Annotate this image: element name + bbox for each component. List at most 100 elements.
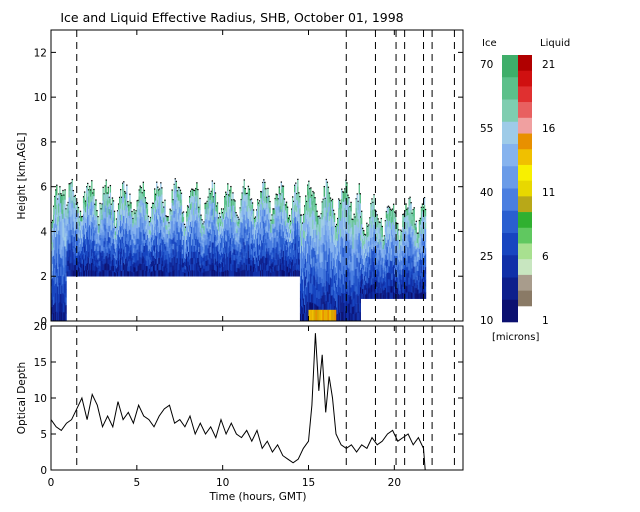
ice-radius-cell <box>201 240 203 245</box>
ice-radius-cell <box>272 223 274 229</box>
ice-radius-cell <box>141 222 143 229</box>
ice-radius-cell <box>74 247 77 254</box>
ice-radius-cell <box>304 238 306 248</box>
ice-radius-cell <box>312 256 314 266</box>
ice-radius-cell <box>173 217 175 225</box>
ice-radius-cell <box>111 220 114 227</box>
ice-radius-cell <box>303 245 305 253</box>
ice-radius-cell <box>194 190 196 198</box>
ice-radius-cell <box>295 256 297 264</box>
ice-radius-cell <box>189 236 191 243</box>
ice-radius-cell <box>178 206 181 214</box>
ice-radius-cell <box>89 225 91 232</box>
ice-radius-cell <box>101 265 103 272</box>
ice-radius-cell <box>285 223 288 230</box>
ice-radius-cell <box>267 232 269 239</box>
ice-radius-cell <box>383 267 386 273</box>
ice-radius-cell <box>269 207 271 213</box>
ice-radius-cell <box>134 217 136 223</box>
ice-radius-cell <box>173 269 175 277</box>
ice-radius-cell <box>76 270 79 277</box>
ice-radius-cell <box>108 253 111 260</box>
ice-radius-cell <box>321 210 323 220</box>
ice-radius-cell <box>259 249 261 256</box>
ice-radius-cell <box>169 242 171 248</box>
ice-radius-cell <box>164 216 166 223</box>
cloud-top-outline <box>266 196 268 198</box>
ice-radius-cell <box>318 283 320 292</box>
cloud-top-outline <box>321 201 323 203</box>
ice-radius-cell <box>237 234 239 239</box>
ice-radius-cell <box>251 260 254 267</box>
ice-radius-cell <box>388 240 391 247</box>
ice-radius-cell <box>155 264 157 271</box>
ice-radius-cell <box>71 193 73 201</box>
ice-radius-cell <box>355 268 357 278</box>
ice-radius-cell <box>161 238 163 246</box>
ice-radius-cell <box>59 206 61 216</box>
ice-radius-cell <box>372 257 374 265</box>
ice-radius-cell <box>176 270 178 277</box>
ice-radius-cell <box>326 251 329 262</box>
ice-radius-cell <box>254 221 257 226</box>
ice-radius-cell <box>107 219 109 226</box>
ice-radius-cell <box>122 196 124 204</box>
ice-radius-cell <box>79 262 82 268</box>
ice-radius-cell <box>250 259 253 266</box>
ice-radius-cell <box>193 270 195 277</box>
ice-radius-cell <box>56 301 58 312</box>
ice-radius-cell <box>175 235 177 243</box>
ice-radius-cell <box>209 223 211 230</box>
ice-radius-cell <box>132 239 134 244</box>
ice-radius-cell <box>87 183 89 191</box>
ice-radius-cell <box>314 303 316 313</box>
cloud-top-outline <box>155 193 157 195</box>
ice-radius-cell <box>299 305 302 314</box>
ice-radius-cell <box>60 293 62 304</box>
ice-radius-cell <box>205 229 207 235</box>
ice-radius-cell <box>384 243 387 249</box>
ice-radius-cell <box>64 246 66 256</box>
ice-radius-cell <box>121 214 123 221</box>
ice-radius-cell <box>189 259 191 266</box>
ice-radius-cell <box>263 200 265 208</box>
ice-radius-cell <box>293 270 295 277</box>
ice-radius-cell <box>204 260 206 267</box>
ice-radius-cell <box>148 249 151 254</box>
ice-radius-cell <box>299 275 302 284</box>
ice-radius-cell <box>108 259 111 266</box>
ice-radius-cell <box>266 264 268 271</box>
ice-radius-cell <box>129 235 131 242</box>
ice-radius-cell <box>385 286 388 293</box>
ice-radius-cell <box>371 227 373 235</box>
ice-radius-cell <box>338 216 340 226</box>
ice-radius-cell <box>293 265 295 272</box>
ice-radius-cell <box>168 253 170 258</box>
ice-radius-cell <box>98 239 100 244</box>
ice-radius-cell <box>228 270 230 277</box>
ice-radius-cell <box>350 202 352 212</box>
ice-radius-cell <box>296 270 298 277</box>
ice-radius-cell <box>103 240 105 248</box>
ice-radius-cell <box>181 267 184 273</box>
ice-radius-cell <box>55 274 57 284</box>
ice-radius-cell <box>334 267 337 275</box>
ice-radius-cell <box>103 252 105 259</box>
ice-radius-cell <box>179 233 182 240</box>
cloud-top-outline <box>343 191 345 193</box>
ice-radius-cell <box>115 264 118 269</box>
ice-radius-cell <box>73 196 75 203</box>
ice-radius-cell <box>142 229 144 237</box>
ice-radius-cell <box>211 262 214 270</box>
ice-radius-cell <box>215 261 218 267</box>
ice-radius-cell <box>349 263 351 273</box>
cloud-top-outline <box>143 189 146 192</box>
ice-radius-cell <box>59 301 61 312</box>
ice-radius-cell <box>234 249 236 256</box>
ice-radius-cell <box>328 229 331 240</box>
ice-radius-cell <box>274 198 276 205</box>
ice-radius-cell <box>229 257 231 265</box>
ice-radius-cell <box>64 292 66 303</box>
ice-radius-cell <box>70 216 72 224</box>
ice-radius-cell <box>380 247 382 254</box>
